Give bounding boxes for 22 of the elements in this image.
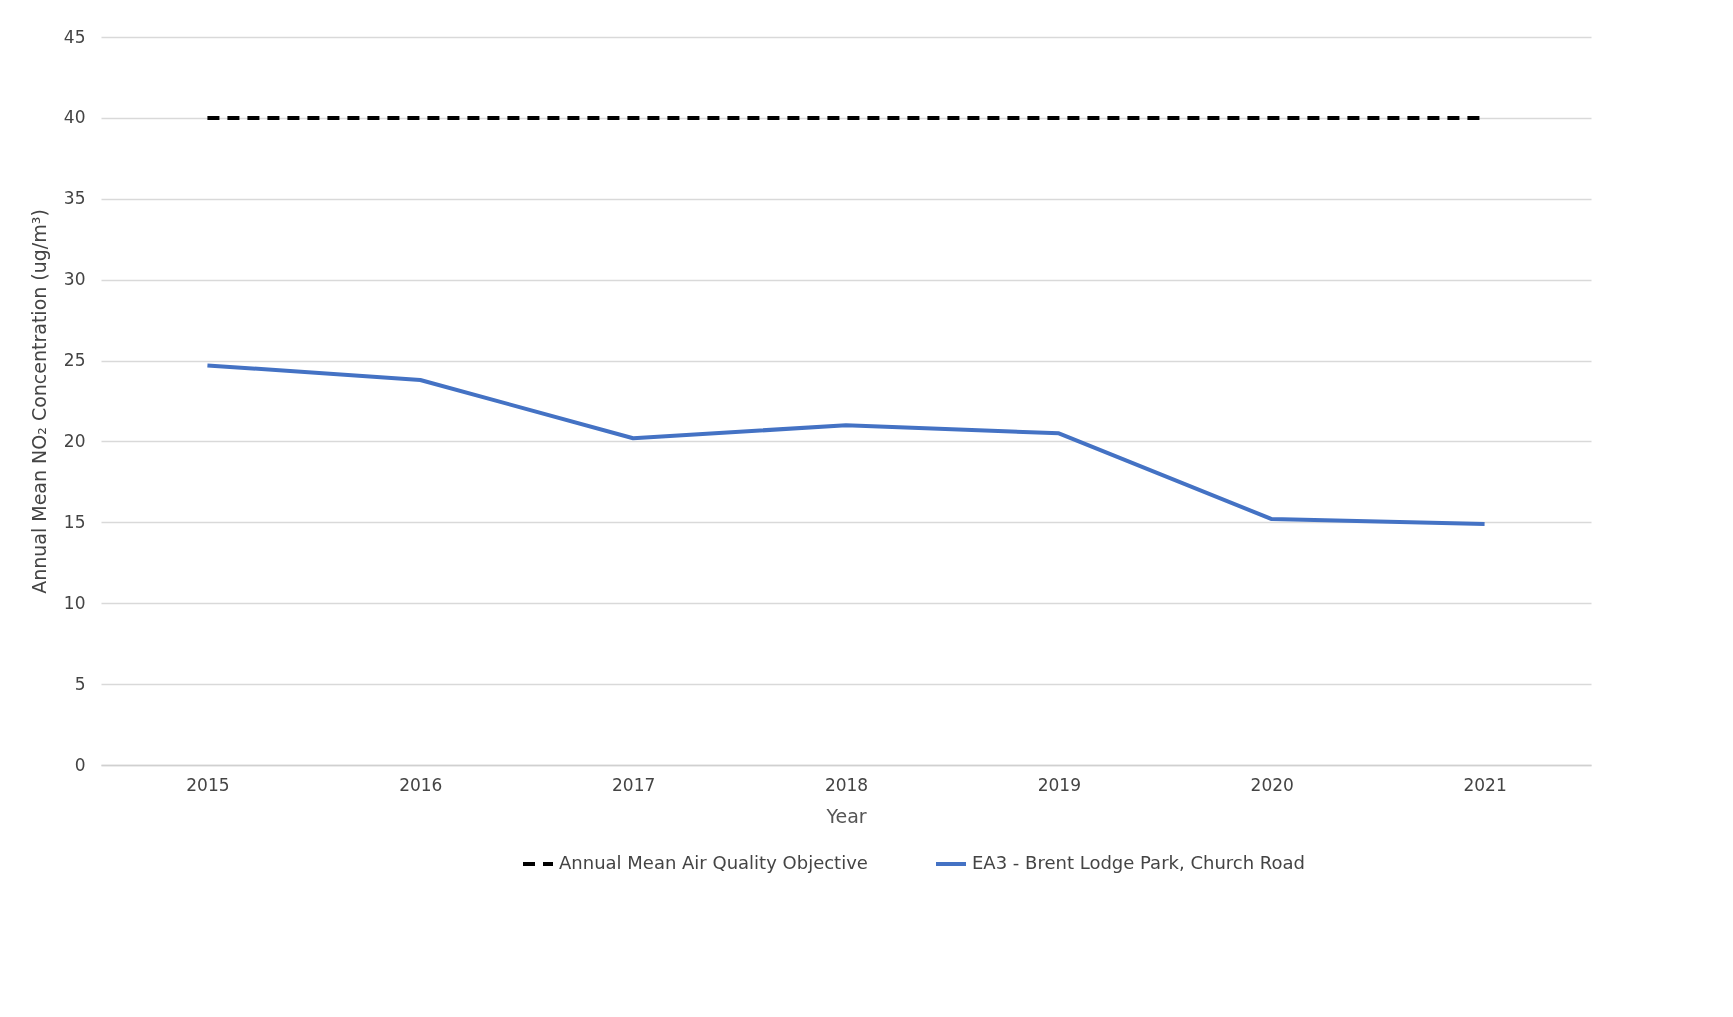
y-tick-label: 20 [63,430,86,451]
y-tick-label: 30 [63,269,86,290]
y-tick-label: 10 [63,592,86,613]
line-series [205,363,1487,526]
y-tick-label: 45 [63,26,86,47]
legend-label: EA3 - Brent Lodge Park, Church Road [972,852,1305,873]
x-tick-label: 2021 [1463,774,1507,795]
y-tick-label: 40 [63,107,86,128]
y-tick-label: 5 [74,673,86,694]
x-tick-label: 2019 [1037,774,1081,795]
y-tick-label: 15 [63,511,86,532]
legend-label: Annual Mean Air Quality Objective [559,852,868,873]
x-tick-label: 2020 [1250,774,1294,795]
x-tick-label: 2016 [399,774,443,795]
y-tick-label: 0 [74,754,86,775]
y-tick-label: 35 [63,188,86,209]
x-tick-label: 2017 [612,774,656,795]
x-tick-label: 2015 [186,774,230,795]
x-tick-label: 2018 [824,774,869,795]
y-tick-label: 25 [63,350,86,371]
x-axis-title: Year [825,804,867,827]
y-axis-title: Annual Mean NO₂ Concentration (ug/m³) [27,209,50,594]
